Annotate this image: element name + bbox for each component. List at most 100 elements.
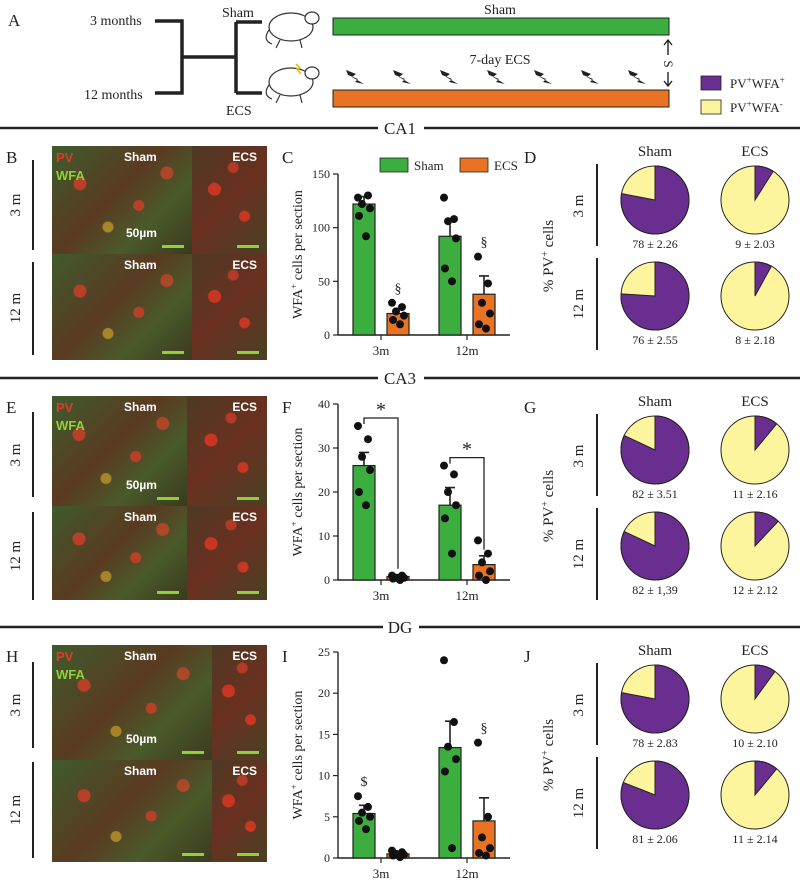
y-tick-label: 5 bbox=[324, 810, 330, 824]
data-point bbox=[396, 853, 404, 862]
y-tick-label: 15 bbox=[318, 727, 330, 741]
bar-chart-dg: 0 5 10 15 20 25 WFA+ cells per section 3m $12m § bbox=[289, 645, 510, 881]
data-point bbox=[362, 825, 370, 834]
pie-charts-ca3: Sham ECS 3 m 12 m % PV+ cells 82 ± 3.51 11 ± 2… bbox=[540, 394, 790, 600]
data-point bbox=[475, 571, 483, 580]
pie-y-label: % PV+ cells bbox=[540, 719, 557, 791]
lightning-bolts bbox=[346, 70, 646, 84]
panel-letter-i: I bbox=[282, 647, 288, 666]
data-point bbox=[354, 422, 362, 430]
micrograph-sham-ca3-12m: Sham bbox=[52, 506, 187, 600]
data-point bbox=[440, 193, 448, 202]
micrograph-sham-label: Sham bbox=[124, 258, 157, 272]
panel-letter-g: G bbox=[524, 398, 536, 417]
panel-letter-j: J bbox=[524, 647, 531, 666]
pie-charts-ca1: Sham ECS 3 m 12 m % PV+ cells 78 ± 2.26 9 ± 2.… bbox=[540, 144, 790, 350]
error-bar bbox=[479, 275, 489, 295]
micrograph-ecs-label: ECS bbox=[232, 649, 257, 663]
y-tick-label: 20 bbox=[318, 686, 330, 700]
y-tick-label: 30 bbox=[318, 441, 330, 455]
micrograph-ecs-ca3-12m: ECS bbox=[187, 506, 267, 600]
y-tick-label: 10 bbox=[318, 529, 330, 543]
scale-bar bbox=[162, 351, 184, 354]
data-point bbox=[474, 738, 482, 747]
y-tick-label: 0 bbox=[324, 328, 330, 342]
ecs-lightning-icon bbox=[534, 70, 552, 84]
x-tick-label: 12m bbox=[455, 343, 478, 358]
micrograph-ecs-dg-12m: ECS bbox=[212, 760, 267, 862]
significance-star: * bbox=[376, 399, 386, 421]
data-point bbox=[450, 470, 458, 479]
data-point bbox=[396, 576, 404, 584]
pie-value-label: 82 ± 3.51 bbox=[632, 487, 678, 501]
data-point bbox=[452, 501, 460, 510]
y-axis-label: WFA+ cells per section bbox=[289, 691, 306, 820]
pie-value-label: 11 ± 2.14 bbox=[732, 832, 777, 846]
x-tick-label: 3m bbox=[373, 588, 390, 603]
data-point bbox=[364, 802, 372, 811]
legend-swatch-pos bbox=[700, 75, 722, 91]
pie-col-sham: Sham bbox=[638, 643, 673, 659]
scale-bar bbox=[162, 245, 184, 248]
y-tick-label: 150 bbox=[312, 167, 330, 181]
pie-col-sham: Sham bbox=[638, 394, 673, 410]
pie-row-3m: 3 m bbox=[571, 194, 587, 217]
data-point bbox=[441, 767, 449, 776]
y-tick-label: 25 bbox=[318, 645, 330, 659]
data-point bbox=[441, 514, 449, 523]
panel-letter-e: E bbox=[6, 398, 16, 417]
y-tick-label: 100 bbox=[312, 221, 330, 235]
data-point bbox=[444, 742, 452, 751]
bar-chart-ca3: 0 10 20 30 40 WFA+ cells per section 3m * 12m * bbox=[289, 397, 510, 603]
micrograph-ecs-dg-3m: ECS bbox=[212, 645, 267, 760]
data-point bbox=[452, 234, 460, 243]
significance-symbol: $ bbox=[361, 775, 368, 790]
pie-slice-pv-wfa-pos bbox=[620, 760, 690, 830]
panel-letter-d: D bbox=[524, 148, 536, 167]
micrograph-sham-dg-3m: Sham PV WFA 50µm bbox=[52, 645, 212, 760]
legend-label-neg: PV+WFA- bbox=[730, 99, 783, 115]
micrograph-ecs-label: ECS bbox=[232, 400, 257, 414]
pie-value-label: 11 ± 2.16 bbox=[732, 487, 777, 501]
micrograph-sham-label: Sham bbox=[124, 400, 157, 414]
y-tick-label: 20 bbox=[318, 485, 330, 499]
data-point bbox=[482, 851, 490, 860]
scale-bar-label: 50µm bbox=[126, 732, 157, 746]
bar-sham-label: Sham bbox=[484, 3, 516, 18]
micrograph-ecs-label: ECS bbox=[232, 510, 257, 524]
bar-sham-3m bbox=[352, 465, 376, 581]
group-ecs-label: ECS bbox=[226, 104, 252, 119]
data-point bbox=[452, 755, 460, 764]
error-bar bbox=[479, 797, 489, 821]
ecs-lightning-icon bbox=[581, 70, 599, 84]
significance-symbol: § bbox=[395, 282, 402, 297]
ecs-lightning-icon bbox=[393, 70, 411, 84]
data-point bbox=[358, 200, 366, 209]
section-title-dg: DG bbox=[388, 618, 413, 637]
pie-slice-pv-wfa-pos bbox=[620, 415, 690, 485]
wfa-stain-label: WFA bbox=[56, 667, 85, 682]
micrograph-ecs-label: ECS bbox=[232, 258, 257, 272]
y-tick-label: 10 bbox=[318, 769, 330, 783]
data-point bbox=[448, 844, 456, 853]
data-point bbox=[484, 279, 492, 288]
pie-value-label: 9 ± 2.03 bbox=[735, 237, 775, 251]
micrograph-ecs-ca1-3m: ECS bbox=[192, 146, 267, 254]
data-point bbox=[362, 501, 370, 510]
pie-slice-pv-wfa-pos bbox=[620, 165, 690, 235]
pie-row-12m: 12 m bbox=[571, 288, 587, 319]
data-point bbox=[440, 461, 448, 470]
y-axis-label: WFA+ cells per section bbox=[289, 428, 306, 557]
data-point bbox=[450, 718, 458, 727]
scale-bar bbox=[237, 751, 259, 754]
data-point bbox=[398, 303, 406, 312]
data-point bbox=[366, 466, 374, 474]
data-point bbox=[484, 549, 492, 558]
bar-sham-3m bbox=[352, 203, 376, 336]
data-point bbox=[474, 252, 482, 261]
group-sham-label: Sham bbox=[222, 6, 254, 21]
pie-slice-pv-wfa-pos bbox=[620, 261, 690, 331]
data-point bbox=[444, 488, 452, 496]
